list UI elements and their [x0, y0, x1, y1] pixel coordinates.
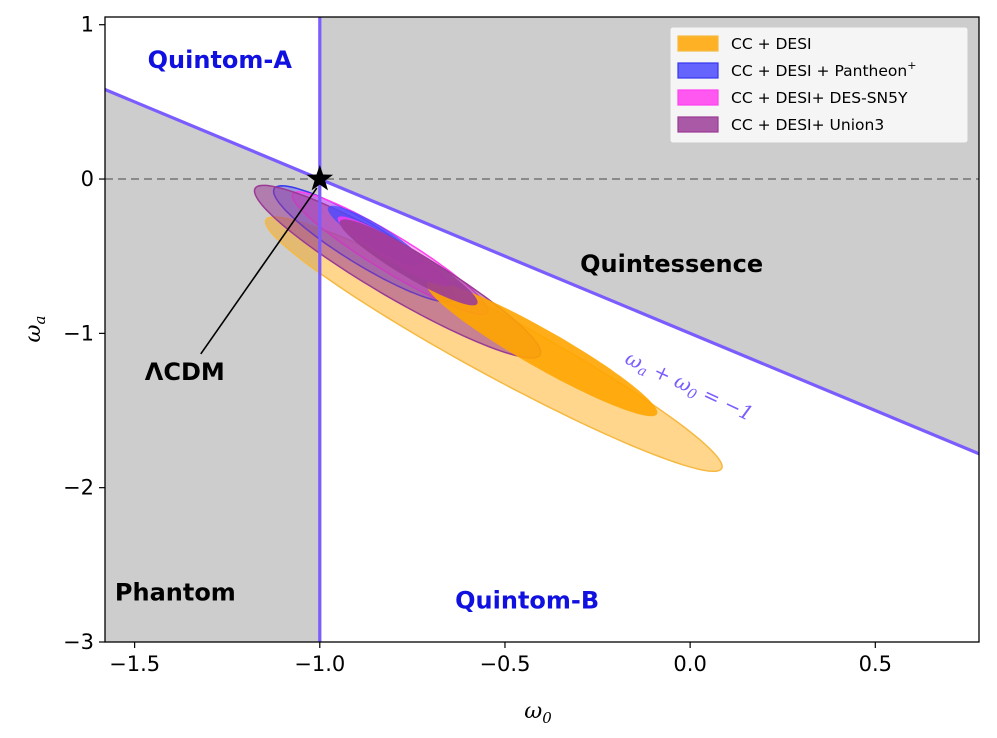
lcdm-arrow-line	[200, 187, 318, 355]
x-tick-label: −0.5	[479, 652, 530, 676]
y-axis-label: ωa	[21, 316, 49, 343]
plot-frame	[104, 16, 980, 643]
lcdm-label: ΛCDM	[145, 358, 225, 386]
phantom-shaded-region	[105, 89, 320, 642]
legend-box	[669, 26, 969, 144]
x-tick-label: −1.5	[109, 652, 160, 676]
axis-ticks: −1.5 −1.0 −0.5 0.0 0.5 1 0 −1 −2 −3	[63, 13, 892, 676]
contours-group	[253, 184, 723, 473]
legend-label-cc-desi-des: CC + DESI+ DES-SN5Y	[731, 89, 908, 107]
y-tick-label: −1	[63, 321, 94, 345]
y-tick-label: 1	[81, 13, 94, 37]
legend-label-cc-desi-union3: CC + DESI+ Union3	[731, 116, 884, 134]
lcdm-star-icon	[306, 165, 334, 191]
legend-swatch-cc-desi-des	[677, 89, 719, 106]
quintom-b-label: Quintom-B	[455, 586, 599, 614]
quintessence-label: Quintessence	[580, 250, 763, 278]
series-3-inner-contour	[339, 219, 478, 306]
legend-swatch-cc-desi-union3	[677, 116, 719, 133]
legend: CC + DESI CC + DESI + Pantheon+ CC + DES…	[669, 26, 969, 144]
x-axis-label: ω0	[524, 699, 552, 727]
x-tick-label: 0.0	[673, 652, 706, 676]
x-tick-label: 0.5	[859, 652, 892, 676]
phantom-label: Phantom	[115, 579, 236, 607]
series-0-inner-contour	[426, 281, 658, 417]
legend-label-cc-desi: CC + DESI	[731, 35, 812, 53]
y-tick-label: −3	[63, 630, 94, 654]
x-tick-label: −1.0	[294, 652, 345, 676]
boundary-diagonal-line	[105, 88, 979, 456]
y-tick-label: 0	[81, 167, 94, 191]
legend-label-cc-desi-pantheon: CC + DESI + Pantheon+	[731, 59, 916, 80]
legend-swatch-cc-desi-pantheon	[677, 62, 719, 79]
legend-swatch-cc-desi	[677, 35, 719, 52]
quintom-a-label: Quintom-A	[148, 46, 293, 74]
y-tick-label: −2	[63, 476, 94, 500]
